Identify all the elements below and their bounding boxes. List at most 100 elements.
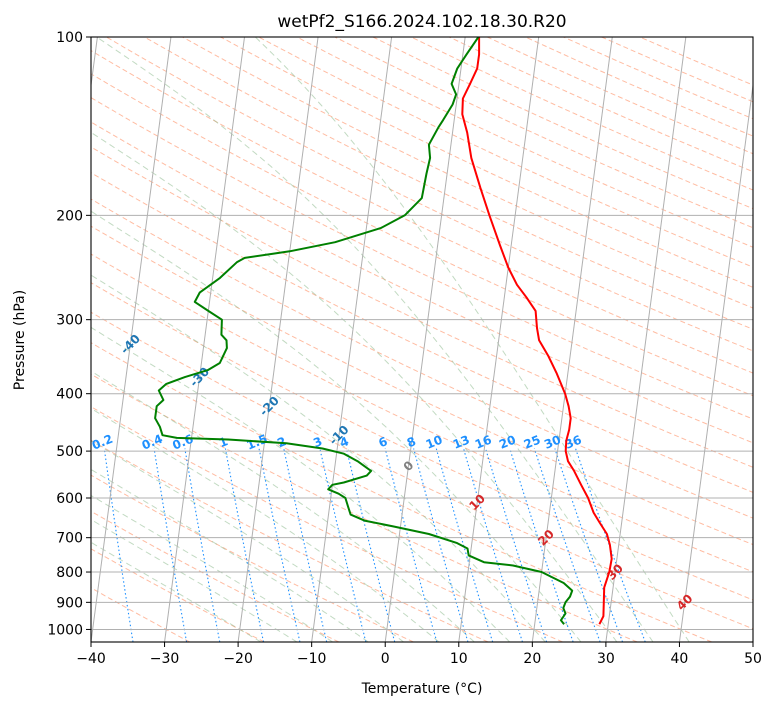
isotherm-line: [237, 37, 319, 642]
dry-adiabat-line: [91, 548, 265, 642]
background-lines-layer: [91, 37, 753, 642]
moist-adiabat-line: [91, 494, 333, 642]
moist-adiabat-line: [91, 131, 618, 642]
isotherm-line: [458, 37, 540, 642]
y-tick-label: 300: [56, 313, 83, 329]
y-tick-label: 100: [56, 30, 83, 46]
plot-frame: [90, 36, 754, 643]
dry-adiabat-line: [639, 37, 753, 86]
dry-adiabat-line: [91, 97, 753, 420]
moist-adiabat-line: [91, 518, 298, 642]
mixing-ratio-line: [509, 448, 574, 642]
x-axis-ticks: −40 −30 −20 −10 0 10 20 30 40 50: [76, 642, 762, 667]
isotherm-line: [384, 37, 466, 642]
pressure-gridlines: [91, 36, 753, 630]
dry-adiabat-line: [563, 37, 753, 120]
isotherm-line: [531, 37, 613, 642]
dry-adiabat-line: [91, 406, 563, 642]
dry-adiabat-line: [91, 253, 753, 573]
dry-adiabat-line: [91, 73, 753, 397]
x-tick-label: −20: [223, 651, 253, 667]
isotherm-label: 0: [401, 458, 417, 474]
dry-adiabat-line: [91, 373, 638, 642]
mixing-ratio-line: [485, 448, 548, 642]
mixing-ratio-label: 0.2: [90, 432, 115, 453]
dry-adiabat-line: [91, 146, 753, 468]
dry-adiabat-line: [601, 37, 753, 103]
dry-adiabat-line: [91, 49, 753, 374]
mixing-ratio-label: 20: [497, 433, 518, 452]
mixing-ratio-line: [153, 448, 188, 642]
mixing-ratio-label: 8: [405, 434, 418, 450]
x-tick-label: 10: [450, 651, 468, 667]
profile-series-layer: [154, 37, 613, 625]
dry-adiabat-line: [525, 37, 753, 137]
x-tick-label: 0: [381, 651, 390, 667]
dewpoint-profile-line: [154, 37, 574, 625]
moist-adiabat-line: [91, 326, 511, 642]
dry-adiabat-line: [91, 311, 753, 630]
y-axis-label: Pressure (hPa): [12, 290, 28, 390]
moist-adiabat-line: [91, 541, 262, 642]
mixing-ratio-line: [575, 448, 646, 642]
dry-adiabat-line: [334, 37, 753, 229]
dry-adiabat-line: [91, 198, 753, 519]
isotherm-label: -60: [0, 233, 9, 258]
mixing-ratio-line: [224, 448, 265, 642]
moist-adiabat-line: [91, 274, 546, 642]
dry-adiabat-line: [91, 282, 753, 601]
y-tick-label: 800: [56, 565, 83, 581]
x-tick-label: 50: [744, 651, 762, 667]
x-axis-label: Temperature (°C): [361, 681, 483, 697]
mixing-ratio-line: [283, 448, 328, 642]
y-axis-ticks: 100 200 300 400 500 600 700 800 900 1000: [47, 30, 91, 638]
moist-adiabat-line: [91, 210, 582, 642]
moist-adiabat-line: [91, 407, 440, 642]
mixing-ratio-line: [463, 448, 524, 642]
isotherm-line: [164, 37, 245, 642]
isotherm-label: -20: [257, 394, 282, 419]
y-tick-label: 1000: [47, 622, 83, 638]
y-tick-label: 400: [56, 387, 83, 403]
moist-adiabat-line: [91, 468, 369, 642]
isotherm-label: -30: [187, 364, 212, 389]
dry-adiabat-line: [91, 121, 753, 444]
isotherm-label: 10: [466, 491, 488, 513]
dry-adiabat-line: [91, 342, 712, 642]
isotherm-line: [752, 638, 753, 642]
y-tick-label: 900: [56, 595, 83, 611]
chart-title: wetPf2_S166.2024.102.18.30.R20: [277, 12, 566, 32]
y-tick-label: 700: [56, 531, 83, 547]
dry-adiabat-line: [182, 37, 753, 309]
x-tick-label: 40: [671, 651, 689, 667]
y-tick-label: 500: [56, 444, 83, 460]
x-tick-label: −10: [297, 651, 327, 667]
mixing-ratio-line: [258, 448, 301, 642]
moist-adiabat-line: [254, 37, 690, 642]
mixing-ratio-label: 0.4: [140, 432, 165, 453]
dry-adiabat-line: [258, 37, 753, 268]
mixing-ratio-label: 6: [377, 434, 390, 450]
mixing-ratio-line: [533, 448, 601, 642]
mixing-ratio-label: 13: [451, 433, 472, 452]
isotherm-line: [311, 37, 393, 642]
mixing-ratio-line: [384, 448, 438, 642]
temperature-profile-line: [461, 37, 613, 625]
dry-adiabat-line: [91, 439, 489, 642]
moist-adiabat-line: [91, 440, 404, 642]
x-tick-label: 30: [597, 651, 615, 667]
mixing-ratio-line: [184, 448, 221, 642]
x-tick-label: −30: [150, 651, 180, 667]
dry-adiabat-line: [91, 225, 753, 546]
isotherm-line: [91, 37, 172, 642]
x-tick-label: 20: [523, 651, 541, 667]
mixing-ratio-line: [103, 448, 134, 642]
mixing-ratio-line: [435, 448, 494, 642]
y-tick-label: 600: [56, 491, 83, 507]
dry-adiabat-line: [487, 37, 753, 155]
isotherm-line: [91, 37, 98, 90]
dry-adiabat-line: [372, 37, 753, 210]
dry-adiabat-line: [91, 172, 753, 493]
x-tick-label: −40: [76, 651, 106, 667]
